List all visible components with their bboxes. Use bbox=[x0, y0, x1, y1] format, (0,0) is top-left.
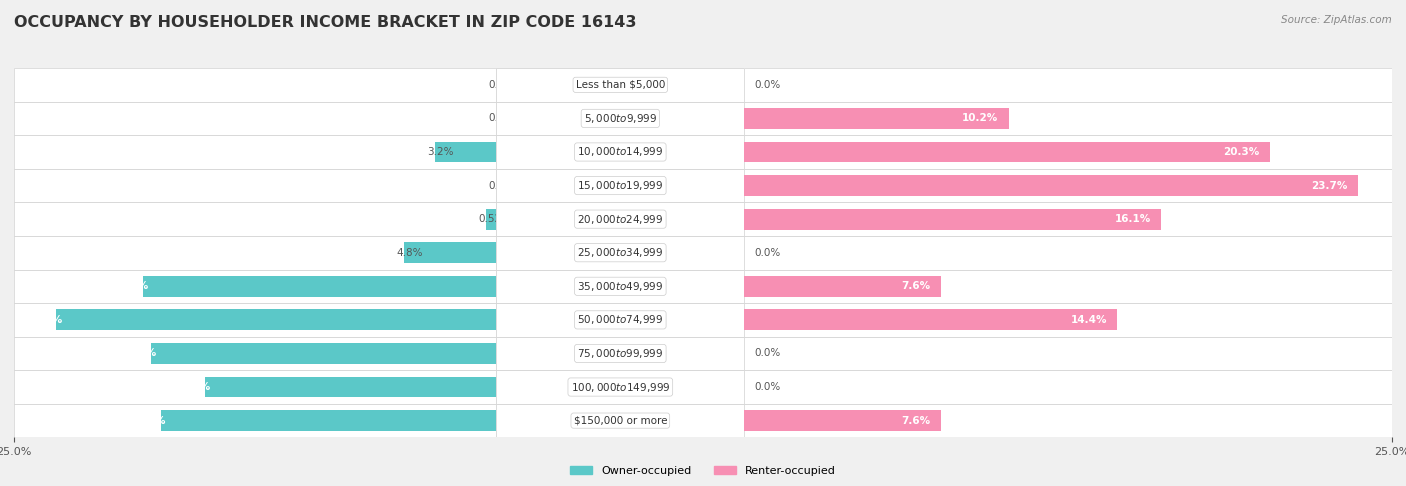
Bar bbox=[744, 208, 1161, 229]
Bar bbox=[496, 102, 744, 135]
Text: 0.0%: 0.0% bbox=[489, 113, 515, 123]
Bar bbox=[744, 141, 1270, 162]
Bar bbox=[14, 169, 496, 202]
Bar bbox=[744, 202, 1392, 236]
Text: 17.9%: 17.9% bbox=[121, 348, 157, 359]
Text: 3.2%: 3.2% bbox=[427, 147, 453, 157]
Text: $150,000 or more: $150,000 or more bbox=[574, 416, 666, 426]
Bar bbox=[744, 108, 1008, 129]
Bar bbox=[160, 410, 496, 431]
Text: 10.2%: 10.2% bbox=[962, 113, 998, 123]
Text: 16.1%: 16.1% bbox=[1115, 214, 1152, 224]
Bar bbox=[496, 270, 744, 303]
Bar bbox=[14, 236, 496, 270]
Bar bbox=[14, 337, 496, 370]
Text: $75,000 to $99,999: $75,000 to $99,999 bbox=[578, 347, 664, 360]
Text: 15.1%: 15.1% bbox=[174, 382, 211, 392]
Bar bbox=[496, 404, 744, 437]
Bar bbox=[14, 68, 496, 102]
Text: 0.52%: 0.52% bbox=[478, 214, 512, 224]
Bar bbox=[150, 343, 496, 364]
Text: 0.0%: 0.0% bbox=[489, 181, 515, 191]
Text: 23.7%: 23.7% bbox=[1312, 181, 1348, 191]
Bar bbox=[56, 310, 496, 330]
Text: 7.6%: 7.6% bbox=[901, 416, 931, 426]
Text: OCCUPANCY BY HOUSEHOLDER INCOME BRACKET IN ZIP CODE 16143: OCCUPANCY BY HOUSEHOLDER INCOME BRACKET … bbox=[14, 15, 637, 30]
Bar bbox=[14, 102, 496, 135]
Bar bbox=[744, 236, 1392, 270]
Text: 7.6%: 7.6% bbox=[901, 281, 931, 291]
Bar bbox=[744, 337, 1392, 370]
Text: $25,000 to $34,999: $25,000 to $34,999 bbox=[578, 246, 664, 259]
Bar bbox=[744, 68, 1392, 102]
Text: $50,000 to $74,999: $50,000 to $74,999 bbox=[578, 313, 664, 327]
Text: Less than $5,000: Less than $5,000 bbox=[575, 80, 665, 90]
Bar bbox=[744, 370, 1392, 404]
Bar bbox=[744, 303, 1392, 337]
Bar bbox=[486, 208, 496, 229]
Bar bbox=[744, 270, 1392, 303]
Text: 20.3%: 20.3% bbox=[1223, 147, 1260, 157]
Text: 18.3%: 18.3% bbox=[112, 281, 149, 291]
Bar bbox=[744, 276, 941, 297]
Bar bbox=[496, 202, 744, 236]
Bar bbox=[744, 310, 1118, 330]
Bar bbox=[744, 169, 1392, 202]
Text: 14.4%: 14.4% bbox=[1070, 315, 1107, 325]
Bar bbox=[744, 404, 1392, 437]
Text: 0.0%: 0.0% bbox=[755, 80, 780, 90]
Bar bbox=[14, 370, 496, 404]
Bar bbox=[496, 303, 744, 337]
Text: Source: ZipAtlas.com: Source: ZipAtlas.com bbox=[1281, 15, 1392, 25]
Bar bbox=[744, 175, 1358, 196]
Bar bbox=[14, 303, 496, 337]
Bar bbox=[14, 270, 496, 303]
Bar bbox=[14, 135, 496, 169]
Bar bbox=[744, 410, 941, 431]
Legend: Owner-occupied, Renter-occupied: Owner-occupied, Renter-occupied bbox=[565, 462, 841, 481]
Text: 0.0%: 0.0% bbox=[489, 80, 515, 90]
Bar bbox=[14, 202, 496, 236]
Text: 0.0%: 0.0% bbox=[755, 348, 780, 359]
Bar bbox=[496, 135, 744, 169]
Text: $15,000 to $19,999: $15,000 to $19,999 bbox=[578, 179, 664, 192]
Bar bbox=[496, 68, 744, 102]
Text: 22.8%: 22.8% bbox=[27, 315, 62, 325]
Text: $20,000 to $24,999: $20,000 to $24,999 bbox=[578, 213, 664, 226]
Bar bbox=[496, 370, 744, 404]
Bar bbox=[205, 377, 496, 398]
Text: 17.4%: 17.4% bbox=[129, 416, 166, 426]
Bar bbox=[143, 276, 496, 297]
Bar bbox=[744, 135, 1392, 169]
Text: $35,000 to $49,999: $35,000 to $49,999 bbox=[578, 280, 664, 293]
Bar bbox=[744, 102, 1392, 135]
Bar bbox=[496, 236, 744, 270]
Text: 4.8%: 4.8% bbox=[396, 248, 423, 258]
Text: $5,000 to $9,999: $5,000 to $9,999 bbox=[583, 112, 657, 125]
Bar bbox=[496, 169, 744, 202]
Bar bbox=[496, 337, 744, 370]
Bar bbox=[404, 243, 496, 263]
Text: $10,000 to $14,999: $10,000 to $14,999 bbox=[578, 145, 664, 158]
Text: 0.0%: 0.0% bbox=[755, 382, 780, 392]
Text: $100,000 to $149,999: $100,000 to $149,999 bbox=[571, 381, 671, 394]
Bar bbox=[14, 404, 496, 437]
Bar bbox=[434, 141, 496, 162]
Text: 0.0%: 0.0% bbox=[755, 248, 780, 258]
